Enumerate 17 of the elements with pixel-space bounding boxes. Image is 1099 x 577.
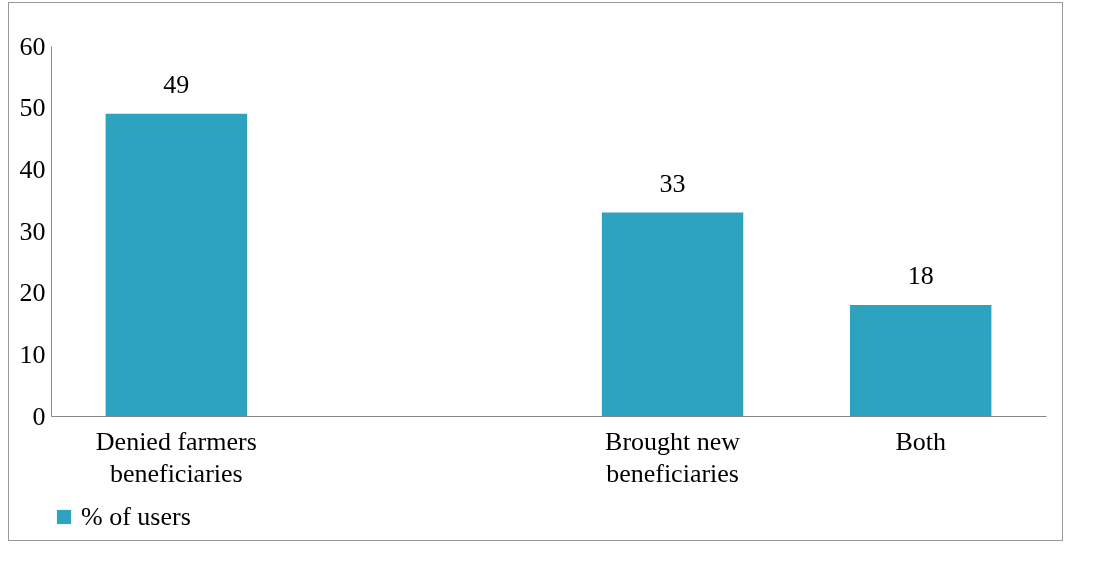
data-label: 49 [163,69,190,99]
x-tick-label: Denied farmers beneficiaries [95,426,257,488]
y-tick-label: 40 [19,154,46,184]
x-tick-label: Both [895,426,946,456]
bar [105,113,248,416]
y-tick-label: 60 [19,31,46,61]
data-label: 33 [659,168,686,198]
y-tick-label: 50 [19,93,46,123]
legend-label: % of users [81,502,191,531]
bar [601,212,744,416]
y-tick-label: 0 [32,401,46,431]
y-tick-label: 10 [19,339,46,369]
y-tick-label: 30 [19,216,46,246]
y-tick-label: 20 [19,278,46,308]
bar [849,305,992,416]
x-tick-label: Brought new beneficiaries [605,426,741,488]
data-label: 18 [907,261,934,290]
